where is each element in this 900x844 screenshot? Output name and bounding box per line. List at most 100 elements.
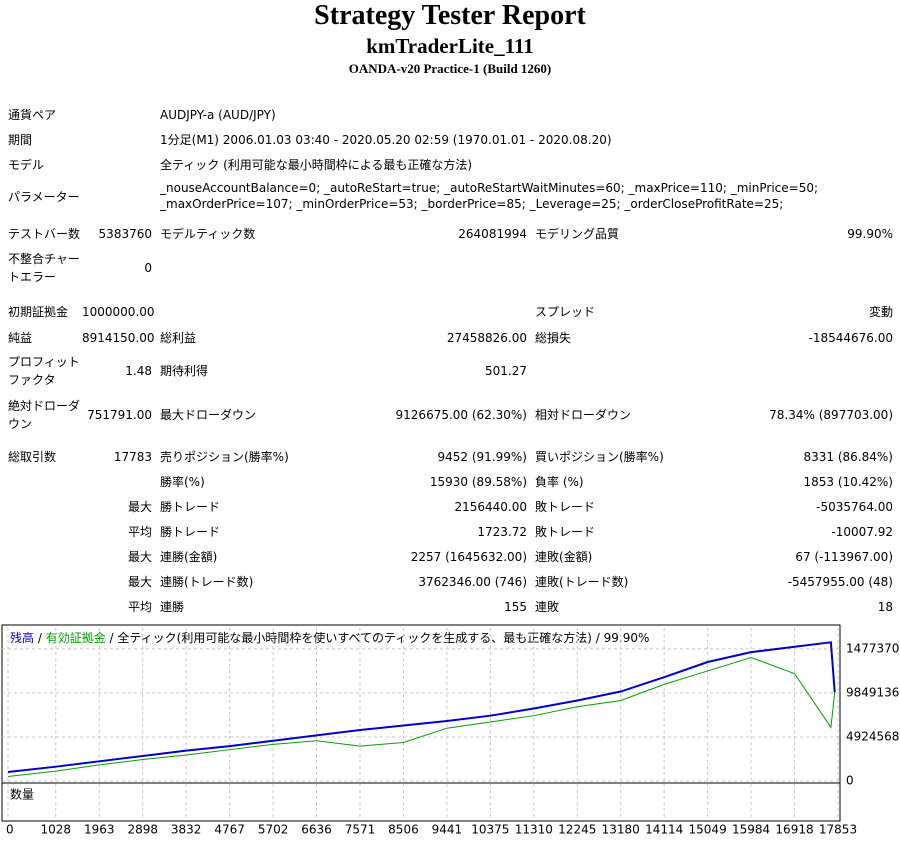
- stats-label: プロフィットファクタ: [8, 355, 80, 387]
- stats-label: 不整合チャートエラー: [8, 252, 80, 284]
- x-tick-label: 4767: [214, 823, 245, 837]
- stats-label: 敗トレード: [535, 525, 596, 539]
- y-tick-label: 9849136: [846, 685, 899, 699]
- stats-label: 勝率(%): [160, 475, 205, 489]
- stats-label: 総損失: [535, 331, 572, 345]
- stats-value: 最大: [127, 575, 152, 589]
- stats-label: 勝トレード: [160, 525, 221, 539]
- stats-value: -10007.92: [831, 525, 893, 539]
- stats-label: モデリング品質: [535, 227, 620, 241]
- broker: OANDA-v20 Practice-1 (Build 1260): [348, 61, 552, 76]
- stats-value: 67 (-113967.00): [795, 550, 893, 564]
- info-label: 通貨ペア: [8, 108, 57, 122]
- legend-separator: /: [592, 631, 604, 645]
- stats-label: 相対ドローダウン: [535, 408, 632, 422]
- x-tick-label: 9441: [432, 823, 463, 837]
- stats-label: 連勝(トレード数): [160, 575, 254, 589]
- x-tick-label: 17853: [819, 823, 857, 837]
- legend-item: 99.90%: [604, 631, 650, 645]
- stats-value: 155: [504, 600, 527, 614]
- stats-value: 平均: [127, 600, 152, 614]
- info-value: _nouseAccountBalance=0; _autoReStart=tru…: [160, 181, 819, 211]
- stats-value: 2156440.00: [454, 500, 527, 514]
- y-tick-label: 1477370: [846, 641, 899, 655]
- x-tick-label: 2898: [127, 823, 158, 837]
- stats-label: 期待利得: [160, 364, 209, 378]
- stats-value: 2257 (1645632.00): [410, 550, 527, 564]
- x-tick-label: 11310: [515, 823, 553, 837]
- x-tick-label: 15049: [689, 823, 727, 837]
- stats-value: 18: [877, 600, 893, 614]
- stats-value: 1000000.00: [82, 305, 155, 319]
- x-tick-label: 14114: [645, 823, 683, 837]
- legend-separator: /: [34, 631, 46, 645]
- x-tick-label: 13180: [602, 823, 640, 837]
- info-label: パラメーター: [8, 190, 80, 204]
- info-label: 期間: [8, 133, 33, 147]
- stats-value: 3762346.00 (746): [418, 575, 527, 589]
- stats-value: 1.48: [125, 364, 152, 378]
- info-value: 全ティック (利用可能な最小時間枠による最も正確な方法): [160, 158, 473, 172]
- stats-label: 連敗(トレード数): [535, 575, 629, 589]
- stats-value: 1853 (10.42%): [803, 475, 893, 489]
- stats-value: 9452 (91.99%): [437, 450, 527, 464]
- volume-label: 数量: [10, 787, 34, 802]
- x-tick-label: 3832: [171, 823, 202, 837]
- stats-label: 最大ドローダウン: [160, 408, 257, 422]
- stats-value: 15930 (89.58%): [429, 475, 527, 489]
- stats-value: 751791.00: [87, 408, 152, 422]
- x-tick-label: 16918: [775, 823, 813, 837]
- stats-label: 連敗: [535, 600, 560, 614]
- stats-label: 連敗(金額): [535, 550, 593, 564]
- x-tick-label: 5702: [258, 823, 289, 837]
- stats-value: 最大: [127, 550, 152, 564]
- stats-label: 敗トレード: [535, 500, 596, 514]
- legend: 残高 / 有効証拠金 / 全ティック(利用可能な最小時間枠を使いすべてのティック…: [10, 630, 649, 645]
- stats-label: 売りポジション(勝率%): [160, 450, 289, 464]
- stats-label: 絶対ドローダウン: [8, 399, 81, 431]
- stats-value: 27458826.00: [446, 331, 527, 345]
- stats-value: 0: [144, 261, 152, 275]
- stats-label: 総利益: [160, 331, 197, 345]
- x-tick-label: 7571: [345, 823, 376, 837]
- stats-label: 負率 (%): [535, 475, 584, 489]
- stats-label: スプレッド: [535, 305, 596, 319]
- stats-value: 8914150.00: [82, 331, 155, 345]
- stats-value: 5383760: [98, 227, 152, 241]
- stats-label: 純益: [8, 331, 33, 345]
- stats-value: 78.34% (897703.00): [769, 408, 893, 422]
- y-tick-label: 4924568: [846, 729, 899, 743]
- title: Strategy Tester Report: [314, 0, 586, 31]
- graph-frame: [1, 624, 841, 822]
- legend-item: 残高: [10, 630, 34, 645]
- stats-value: 最大: [127, 500, 152, 514]
- legend-item: 全ティック(利用可能な最小時間枠を使いすべてのティックを生成する、最も正確な方法…: [117, 630, 592, 645]
- stats-label: モデルティック数: [160, 227, 256, 241]
- y-tick-label: 0: [846, 774, 854, 788]
- stats-label: 総取引数: [8, 450, 57, 464]
- stats-value: -5035764.00: [816, 500, 893, 514]
- x-tick-label: 10375: [471, 823, 509, 837]
- stats-label: 勝トレード: [160, 500, 221, 514]
- stats-value: 99.90%: [847, 227, 893, 241]
- balance-line: [7, 641, 836, 774]
- stats-value: 501.27: [485, 364, 527, 378]
- x-tick-label: 6636: [301, 823, 332, 837]
- stats-value: 8331 (86.84%): [803, 450, 893, 464]
- stats-label: 連勝: [160, 600, 185, 614]
- stats-value: 17783: [113, 450, 152, 464]
- equity-line: [7, 656, 836, 778]
- stats-value: 変動: [868, 305, 893, 319]
- info-value: 1分足(M1) 2006.01.03 03:40 - 2020.05.20 02…: [160, 133, 612, 147]
- x-tick-label: 1028: [41, 823, 72, 837]
- stats-value: -5457955.00 (48): [787, 575, 893, 589]
- info-label: モデル: [8, 158, 45, 172]
- stats-label: 買いポジション(勝率%): [535, 450, 664, 464]
- legend-item: 有効証拠金: [46, 630, 106, 645]
- stats-value: 平均: [127, 525, 152, 539]
- stats-value: 264081994: [458, 227, 527, 241]
- info-value: AUDJPY-a (AUD/JPY): [160, 108, 276, 122]
- x-tick-label: 1963: [84, 823, 115, 837]
- stats-value: 1723.72: [477, 525, 527, 539]
